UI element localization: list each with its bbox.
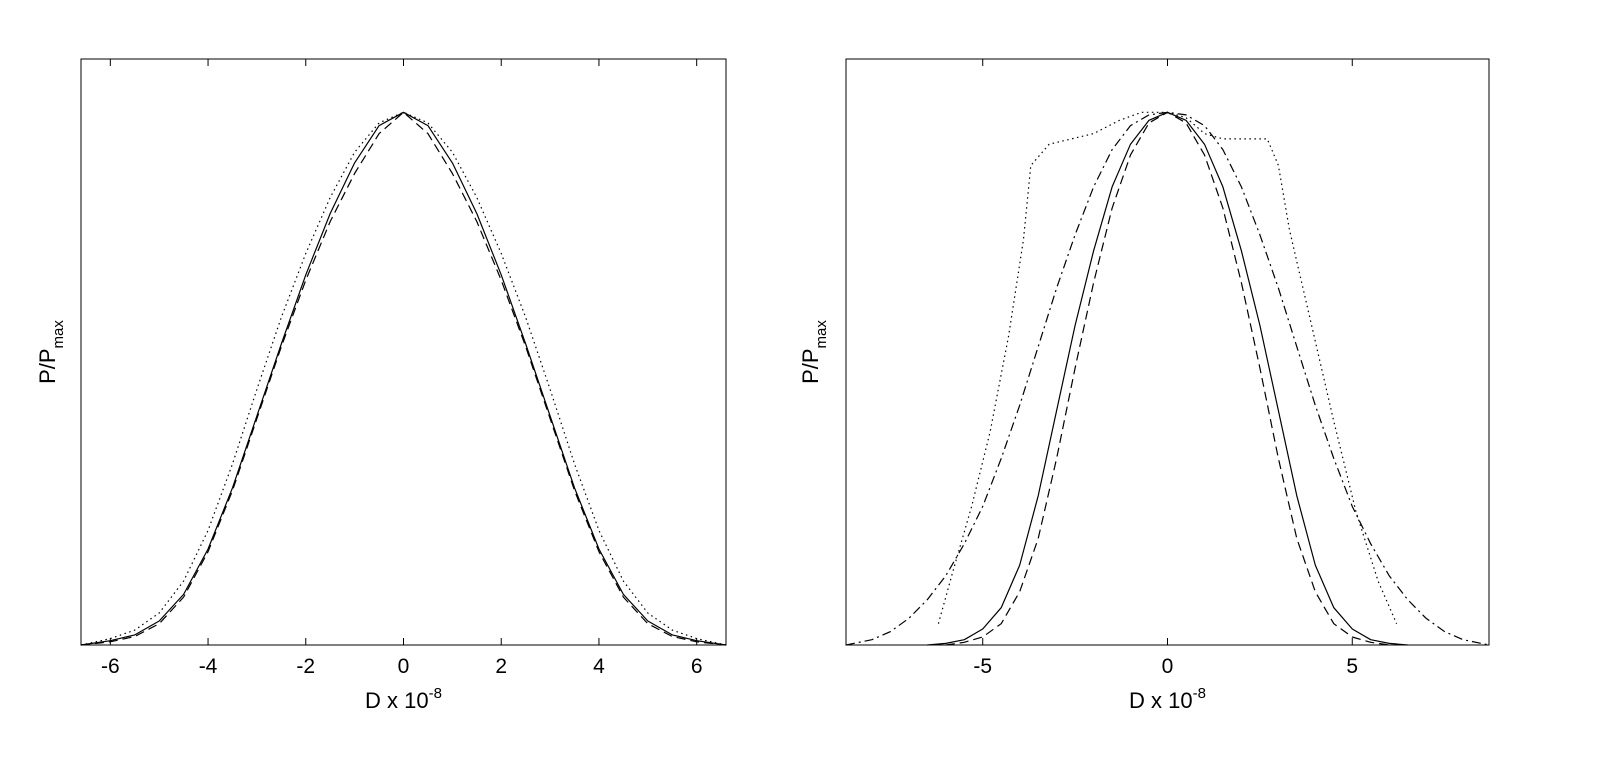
y-axis-label: P/Pmax (35, 320, 67, 384)
chart-panel-2: -5 0 5 D x 10-8 P/Pmax (798, 58, 1490, 713)
x-tick-label: 5 (1346, 655, 1358, 678)
series-line-dashdot (845, 111, 1490, 646)
series-line-dashed (80, 111, 727, 646)
chart-panel-1: -6 -4 -2 0 2 4 6 D x 10-8 P/Pmax (35, 58, 727, 713)
series-line-dotted (80, 111, 727, 646)
plot-frame (845, 58, 1490, 646)
x-tick-label: 4 (593, 655, 605, 678)
x-tick-label: 0 (1162, 655, 1174, 678)
x-tick-label: 0 (398, 655, 410, 678)
y-axis-label: P/Pmax (798, 320, 830, 384)
series-line-solid (80, 111, 727, 646)
x-axis-label: D x 10-8 (1129, 685, 1206, 713)
x-tick-label: 2 (495, 655, 507, 678)
x-tick-label: -6 (101, 655, 120, 678)
x-axis-label: D x 10-8 (365, 685, 442, 713)
x-tick-label: 6 (691, 655, 703, 678)
x-tick-label: -4 (199, 655, 218, 678)
x-tick-label: -2 (296, 655, 315, 678)
series-line-dashed (945, 111, 1390, 646)
series-line-solid (927, 111, 1408, 646)
x-tick-label: -5 (973, 655, 992, 678)
series-line-dotted (937, 111, 1398, 624)
plot-frame (80, 58, 727, 646)
